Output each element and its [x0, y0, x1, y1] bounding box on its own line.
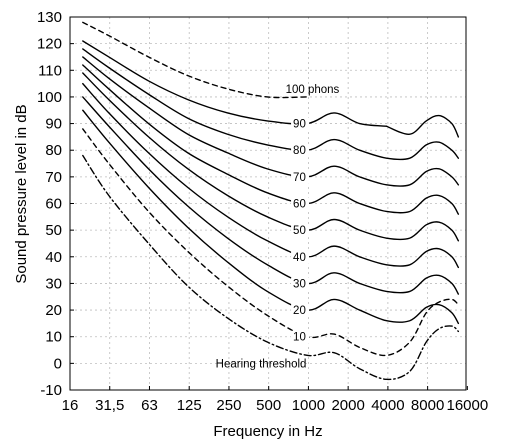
ticks: 16 31,5 63 125 250 500 1000 2000 4000 8000 16000-1… [37, 9, 488, 414]
x-tick-label: 2000 [331, 397, 364, 414]
x-tick-label: 63 [141, 397, 158, 414]
x-tick-label: 1000 [292, 397, 325, 414]
curve-label-background [291, 117, 310, 131]
curve-label-background [291, 144, 310, 158]
curve-label: 60 [293, 199, 306, 211]
curve-label-background [291, 250, 310, 264]
y-tick-label: 110 [38, 62, 62, 79]
curve-label-background [291, 224, 310, 238]
x-tick-label: 125 [177, 397, 202, 414]
y-tick-label: 10 [45, 329, 62, 346]
y-tick-label: 120 [37, 36, 62, 53]
y-tick-label: 20 [45, 302, 62, 319]
curve-50 [82, 72, 460, 242]
x-tick-label: 500 [256, 397, 281, 414]
curve-label: 90 [293, 119, 306, 131]
y-tick-label: 50 [45, 222, 62, 239]
curve-80 [82, 48, 460, 161]
curve-30 [82, 96, 460, 295]
y-tick-label: 70 [45, 169, 62, 186]
curve-label: 40 [293, 252, 306, 264]
curve-70 [82, 56, 460, 187]
x-axis-label: Frequency in Hz [213, 423, 322, 440]
x-tick-label: 4000 [371, 397, 404, 414]
curve-10 [82, 128, 460, 357]
curve-label-background [291, 197, 310, 211]
curve-90 [385, 114, 460, 138]
curve-label-background [291, 304, 310, 318]
curve-labels: 100 phons 90 80 70 60 50 40 30 20 10 Hearing thres… [216, 84, 340, 371]
x-tick-label: 16000 [447, 397, 489, 414]
y-tick-label: -10 [40, 382, 62, 399]
x-tick-label: 16 [62, 397, 79, 414]
curve-100-phons [82, 21, 308, 99]
curve-label: Hearing threshold [216, 359, 307, 371]
curve-40 [82, 82, 460, 269]
y-axis-label: Sound pressure level in dB [13, 104, 30, 283]
curve-label: 20 [293, 305, 306, 317]
curve-label: 50 [293, 225, 306, 237]
x-tick-label: 8000 [411, 397, 444, 414]
curve-label: 30 [293, 278, 306, 290]
grid [70, 17, 466, 390]
curve-90 [82, 40, 388, 127]
y-tick-label: 130 [37, 9, 62, 26]
curve-hearing-threshold [82, 154, 460, 381]
y-tick-label: 100 [37, 89, 62, 106]
curve-label: 80 [293, 145, 306, 157]
curve-label: 100 phons [286, 84, 340, 96]
y-tick-label: 60 [45, 196, 62, 213]
curve-label-background [291, 277, 310, 291]
curve-label: 10 [293, 332, 306, 344]
curve-label-background [291, 330, 310, 344]
y-tick-label: 90 [45, 116, 62, 133]
y-tick-label: 40 [45, 249, 62, 266]
x-tick-label: 250 [216, 397, 241, 414]
curve-label-background [291, 170, 310, 184]
x-tick-label: 31,5 [95, 397, 124, 414]
y-tick-label: 0 [54, 355, 62, 372]
curve-label: 70 [293, 172, 306, 184]
y-tick-label: 80 [45, 142, 62, 159]
y-tick-label: 30 [45, 275, 62, 292]
curve-60 [82, 64, 460, 215]
curves [82, 21, 460, 381]
curve-20 [82, 109, 460, 325]
